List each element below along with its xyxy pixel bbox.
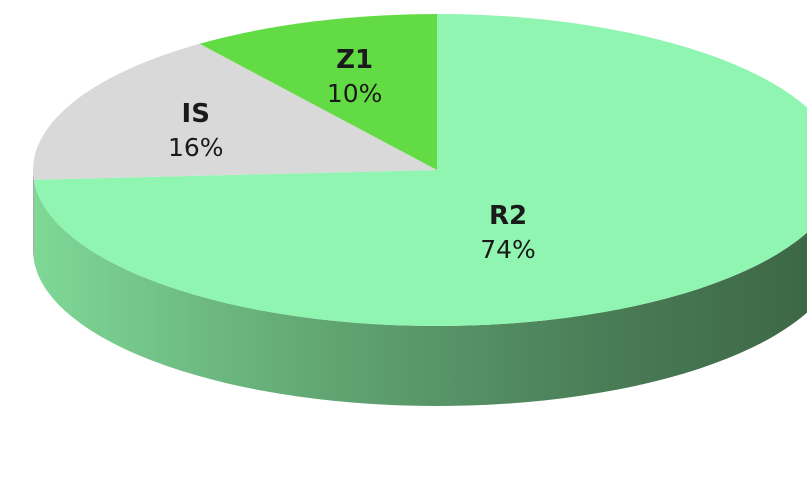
pie-label-layer: R2 74% IS 16% Z1 10% <box>168 45 536 264</box>
slice-percent-r2: 74% <box>480 235 536 264</box>
pie-top-layer <box>32 14 807 326</box>
slice-percent-z1: 10% <box>327 79 383 108</box>
pie-slice-r2 <box>33 14 807 326</box>
pie-slice-z1 <box>199 14 437 170</box>
pie-side-is <box>33 170 34 260</box>
slice-label-is: IS <box>182 99 210 129</box>
pie-side-layer <box>33 170 807 406</box>
slice-percent-is: 16% <box>168 133 224 162</box>
slice-label-r2: R2 <box>489 201 527 231</box>
slice-label-z1: Z1 <box>336 45 373 75</box>
pie-slice-is <box>32 43 437 180</box>
pie-side-r2 <box>33 179 807 406</box>
